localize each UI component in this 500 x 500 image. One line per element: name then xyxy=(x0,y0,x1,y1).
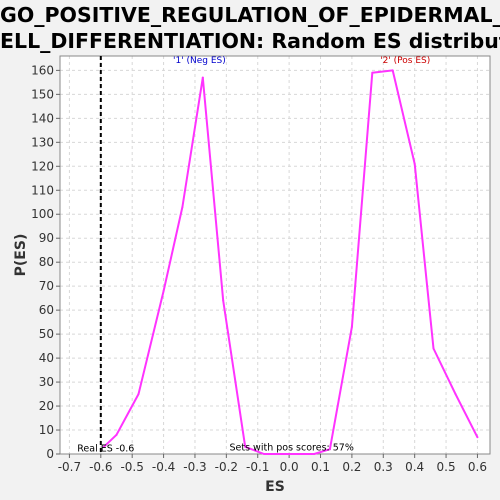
data-point xyxy=(476,436,479,439)
data-point xyxy=(201,76,204,79)
real-es-label: Real ES -0.6 xyxy=(77,444,134,455)
data-point xyxy=(413,162,416,165)
data-point xyxy=(454,393,457,396)
y-tick-label: 90 xyxy=(39,231,54,245)
y-tick-label: 0 xyxy=(46,447,54,461)
x-tick-label: -0.2 xyxy=(215,460,238,474)
y-axis-label: P(ES) xyxy=(13,234,29,277)
y-tick-label: 20 xyxy=(39,399,54,413)
y-tick-label: 30 xyxy=(39,375,54,389)
y-tick-label: 130 xyxy=(31,135,54,149)
y-tick-label: 160 xyxy=(31,63,54,77)
x-tick-label: -0.6 xyxy=(89,460,112,474)
data-point xyxy=(102,445,105,448)
x-tick-label: -0.5 xyxy=(120,460,143,474)
data-point xyxy=(281,453,284,455)
data-point xyxy=(222,299,225,302)
data-point xyxy=(391,69,394,72)
x-tick-label: 0.1 xyxy=(311,460,330,474)
x-tick-label: -0.1 xyxy=(246,460,269,474)
y-tick-label: 120 xyxy=(31,159,54,173)
series-line xyxy=(103,69,479,455)
x-tick-label: 0.2 xyxy=(342,460,361,474)
y-tick-label: 60 xyxy=(39,303,54,317)
x-tick-label: -0.3 xyxy=(183,460,206,474)
x-tick-label: 0.0 xyxy=(280,460,299,474)
y-tick-label: 70 xyxy=(39,279,54,293)
chart-title-line2: ELL_DIFFERENTIATION: Random ES distribut… xyxy=(0,29,500,53)
data-point xyxy=(137,393,140,396)
y-tick-label: 110 xyxy=(31,183,54,197)
pos-es-label: '2' (Pos ES) xyxy=(380,56,430,66)
data-point xyxy=(263,453,266,455)
x-tick-label: 0.6 xyxy=(468,460,487,474)
data-point xyxy=(350,325,353,328)
data-point xyxy=(244,445,247,448)
neg-es-label: '1' (Neg ES) xyxy=(173,56,226,66)
data-point xyxy=(181,206,184,209)
pos-scores-label: Sets with pos scores: 57% xyxy=(229,442,353,453)
data-point xyxy=(297,453,300,455)
data-point xyxy=(115,433,118,436)
data-point xyxy=(313,453,316,455)
data-point xyxy=(432,347,435,350)
y-tick-label: 40 xyxy=(39,351,54,365)
y-tick-label: 50 xyxy=(39,327,54,341)
data-point xyxy=(328,448,331,451)
x-tick-label: -0.4 xyxy=(152,460,175,474)
x-tick-label: 0.3 xyxy=(374,460,393,474)
y-tick-label: 100 xyxy=(31,207,54,221)
data-point xyxy=(371,71,374,74)
x-axis-label: ES xyxy=(265,479,285,495)
plot-area xyxy=(60,56,490,454)
y-tick-label: 10 xyxy=(39,423,54,437)
y-tick-label: 140 xyxy=(31,111,54,125)
x-tick-label: 0.4 xyxy=(405,460,424,474)
y-tick-label: 80 xyxy=(39,255,54,269)
x-tick-label: 0.5 xyxy=(437,460,456,474)
y-tick-label: 150 xyxy=(31,87,54,101)
data-point xyxy=(162,289,165,292)
chart-title-line1: GO_POSITIVE_REGULATION_OF_EPIDERMAL_C xyxy=(0,3,500,27)
chart-title: GO_POSITIVE_REGULATION_OF_EPIDERMAL_C EL… xyxy=(0,2,500,54)
x-tick-label: -0.7 xyxy=(58,460,81,474)
